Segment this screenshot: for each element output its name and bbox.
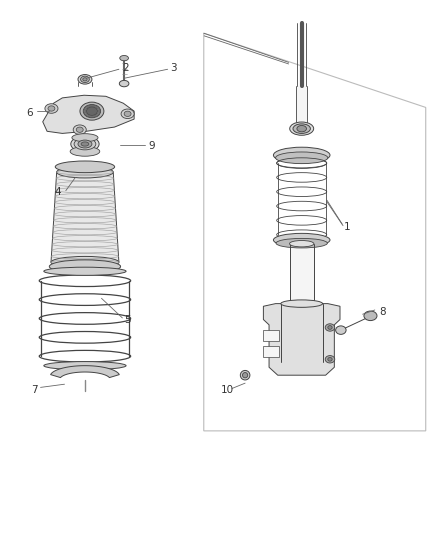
Polygon shape [50,366,119,377]
Ellipse shape [45,104,58,114]
FancyBboxPatch shape [281,304,322,362]
Ellipse shape [55,161,115,173]
Ellipse shape [240,370,250,380]
Ellipse shape [273,233,330,247]
Ellipse shape [276,152,328,164]
Ellipse shape [281,300,322,308]
Text: 6: 6 [26,108,33,118]
Text: 2: 2 [122,63,129,72]
Polygon shape [263,330,279,341]
Ellipse shape [71,136,99,152]
Ellipse shape [120,55,128,61]
Ellipse shape [119,80,129,87]
Text: 10: 10 [221,384,234,394]
Ellipse shape [325,356,335,363]
Ellipse shape [293,124,311,133]
Polygon shape [263,304,340,375]
Ellipse shape [44,361,126,370]
Ellipse shape [290,122,314,135]
Polygon shape [51,172,119,262]
Ellipse shape [290,301,314,307]
Text: 9: 9 [148,141,155,151]
Ellipse shape [276,238,327,248]
Ellipse shape [328,358,332,361]
Ellipse shape [80,102,104,120]
Text: 5: 5 [124,314,131,325]
Ellipse shape [297,125,307,132]
Ellipse shape [86,107,97,115]
FancyBboxPatch shape [296,86,307,128]
Ellipse shape [72,134,98,142]
Text: 8: 8 [379,306,385,317]
FancyBboxPatch shape [290,244,314,304]
Ellipse shape [290,240,314,247]
Ellipse shape [124,111,131,116]
Ellipse shape [73,125,86,134]
Polygon shape [263,346,279,357]
Ellipse shape [273,147,330,163]
Ellipse shape [328,326,332,329]
Ellipse shape [51,256,119,268]
Text: 4: 4 [55,187,61,197]
Ellipse shape [83,104,101,118]
Ellipse shape [48,106,55,111]
Ellipse shape [78,75,92,84]
Ellipse shape [81,76,89,83]
Ellipse shape [336,326,346,334]
Ellipse shape [57,166,113,178]
Text: 7: 7 [31,384,37,394]
Ellipse shape [44,267,126,276]
Text: 1: 1 [344,222,351,232]
Ellipse shape [325,324,335,331]
Ellipse shape [121,109,134,118]
Text: 3: 3 [170,63,177,72]
Ellipse shape [76,127,83,132]
Ellipse shape [74,138,96,150]
Ellipse shape [70,147,100,156]
Ellipse shape [78,140,92,148]
Ellipse shape [364,311,377,320]
Polygon shape [43,95,134,133]
Ellipse shape [49,260,120,273]
Ellipse shape [81,142,89,146]
Ellipse shape [83,78,87,81]
Ellipse shape [243,373,248,378]
